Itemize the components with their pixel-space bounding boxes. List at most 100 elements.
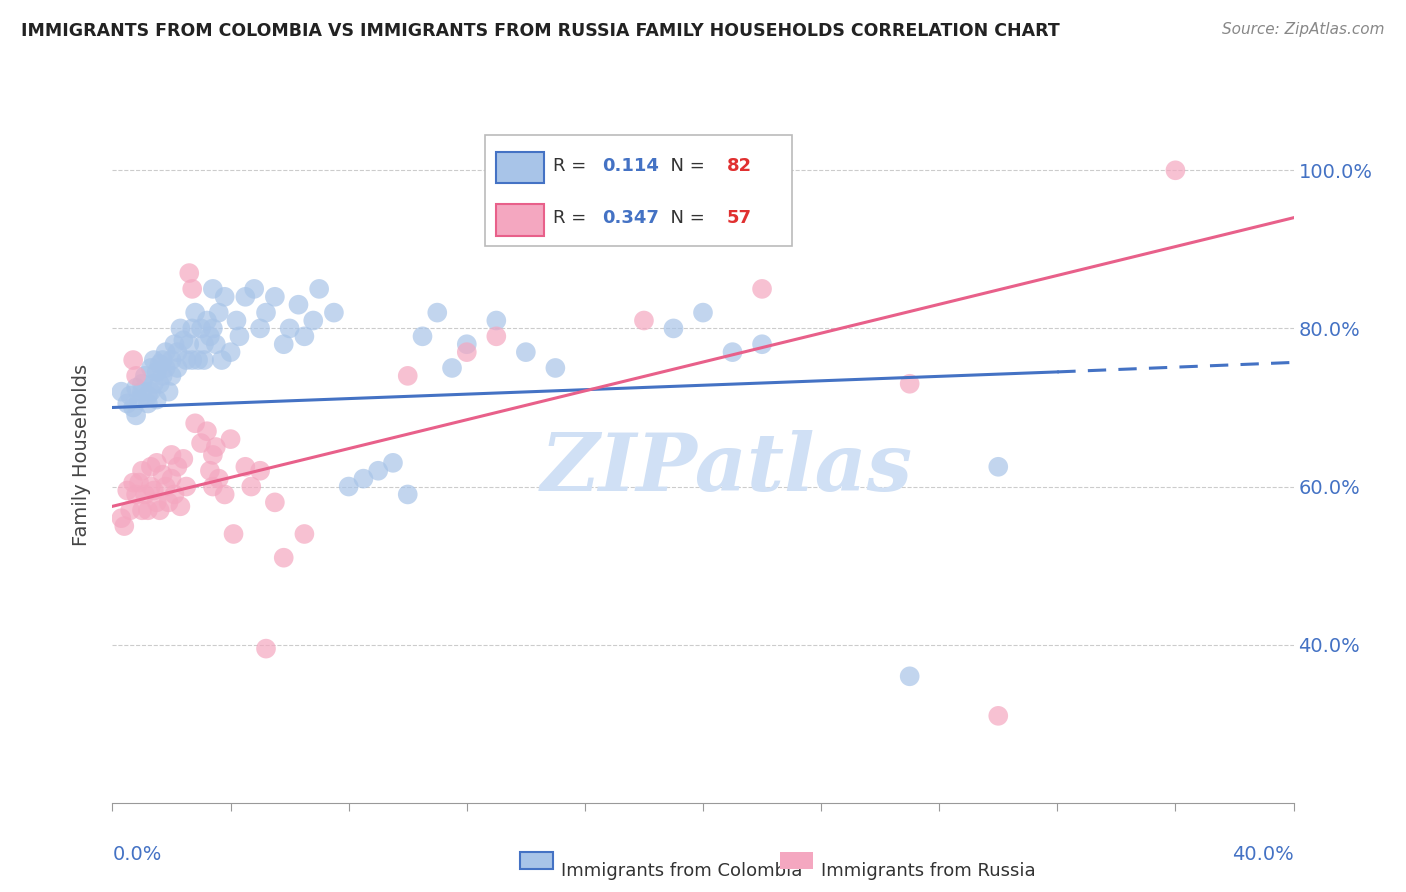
Point [456,345,478,359]
Point [254,641,277,656]
Text: R =: R = [553,157,592,175]
Text: 40.0%: 40.0% [1232,845,1294,863]
Point [382,456,405,470]
Point [222,527,245,541]
Point [160,472,183,486]
Point [367,464,389,478]
Point [208,472,231,486]
Point [633,313,655,327]
Text: 0.0%: 0.0% [112,845,162,863]
Point [163,337,186,351]
Point [125,487,148,501]
Point [485,329,508,343]
Y-axis label: Family Households: Family Households [72,364,91,546]
Point [187,353,209,368]
Point [208,305,231,319]
Point [190,436,212,450]
Text: N =: N = [659,157,711,175]
Bar [496,204,544,235]
Point [456,337,478,351]
Point [120,389,142,403]
Point [112,519,135,533]
Point [122,401,145,415]
Point [278,321,301,335]
Point [287,298,309,312]
Point [292,329,315,343]
Point [146,365,169,379]
Point [160,353,183,368]
Point [898,669,921,683]
Point [149,376,172,391]
Point [211,353,233,368]
Point [166,459,188,474]
Text: R =: R = [553,210,592,227]
Point [166,345,188,359]
Point [273,337,295,351]
Point [225,313,247,327]
Point [485,313,508,327]
Point [662,321,685,335]
Point [195,424,218,438]
Point [128,392,150,407]
Point [128,475,150,490]
Text: N =: N = [659,210,711,227]
Point [172,333,194,347]
Point [142,376,165,391]
Text: ZIPatlas: ZIPatlas [540,430,912,508]
Point [131,376,153,391]
Point [157,384,180,399]
Point [205,440,228,454]
Point [160,448,183,462]
Point [193,353,215,368]
Point [169,321,191,335]
Point [264,290,287,304]
Point [146,456,169,470]
Point [110,384,132,399]
Point [146,495,169,509]
Point [228,329,250,343]
Point [396,368,419,383]
Point [179,266,201,280]
Point [139,459,162,474]
Text: IMMIGRANTS FROM COLOMBIA VS IMMIGRANTS FROM RUSSIA FAMILY HOUSEHOLDS CORRELATION: IMMIGRANTS FROM COLOMBIA VS IMMIGRANTS F… [21,22,1060,40]
Point [396,487,419,501]
Point [233,459,256,474]
Point [136,389,159,403]
Point [751,337,773,351]
Point [264,495,287,509]
Point [174,479,197,493]
Point [110,511,132,525]
Point [201,448,224,462]
Point [152,353,174,368]
Point [751,282,773,296]
Point [160,368,183,383]
Point [201,321,224,335]
Point [193,337,215,351]
Point [122,475,145,490]
Point [219,432,242,446]
Point [441,361,464,376]
FancyBboxPatch shape [485,135,792,246]
Point [181,282,204,296]
Point [515,345,537,359]
Point [249,321,271,335]
Point [201,282,224,296]
Text: Immigrants from Colombia: Immigrants from Colombia [561,862,803,880]
Point [166,361,188,376]
Point [195,313,218,327]
Point [184,305,207,319]
Bar [520,852,553,869]
Point [139,361,162,376]
Point [125,381,148,395]
Point [155,361,177,376]
Point [146,392,169,407]
Point [142,483,165,498]
Point [181,321,204,335]
Point [169,500,191,514]
Point [136,396,159,410]
Point [157,495,180,509]
Text: 82: 82 [727,157,752,175]
Point [426,305,449,319]
Point [149,357,172,371]
Point [898,376,921,391]
